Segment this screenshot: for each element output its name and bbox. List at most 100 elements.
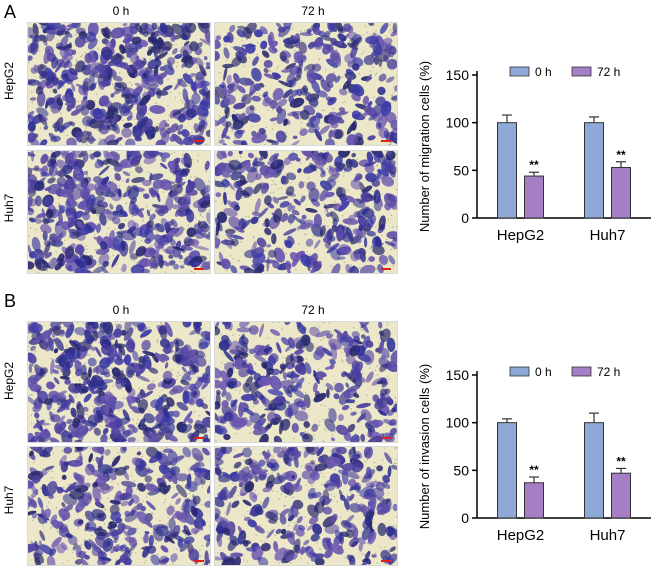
pore-dot [346, 34, 348, 36]
pore-dot [149, 245, 151, 248]
cell-blob [344, 372, 356, 384]
cell-blob [95, 346, 102, 358]
cell-blob [190, 356, 197, 363]
pore-dot [366, 221, 369, 224]
pore-dot [391, 226, 394, 228]
pore-dot [118, 368, 120, 371]
pore-dot [382, 108, 384, 110]
cell-blob [206, 211, 210, 225]
pore-dot [331, 157, 333, 159]
pore-dot [359, 370, 361, 373]
cell-blob [341, 404, 350, 411]
pore-dot [203, 106, 205, 108]
pore-dot [134, 211, 136, 213]
pore-dot [31, 364, 34, 366]
pore-dot [352, 219, 354, 221]
pore-dot [215, 382, 216, 385]
pore-dot [256, 389, 259, 391]
cell-blob [149, 173, 164, 181]
pore-dot [202, 261, 205, 263]
cell-blob [248, 89, 257, 96]
cell-blob [101, 266, 111, 273]
cell-blob [101, 158, 112, 165]
pore-dot [198, 426, 200, 429]
pore-dot [68, 483, 70, 486]
pore-dot [329, 32, 332, 34]
cell-blob [313, 262, 320, 269]
cell-blob [205, 98, 210, 104]
pore-dot [361, 254, 363, 256]
pore-dot [372, 190, 374, 193]
pore-dot [119, 49, 122, 52]
cell-blob [193, 245, 210, 251]
pore-dot [40, 267, 43, 270]
cell-blob [43, 336, 53, 352]
pore-dot [208, 210, 210, 212]
pore-dot [370, 208, 372, 211]
pore-dot [327, 423, 329, 425]
pore-dot [323, 462, 326, 465]
pore-dot [294, 558, 296, 560]
pore-dot [303, 106, 305, 108]
cell-blob [322, 237, 329, 243]
pore-dot [357, 48, 359, 50]
pore-dot [361, 204, 363, 206]
cell-blob [355, 237, 362, 244]
pore-dot [102, 418, 105, 420]
pore-dot [152, 203, 154, 205]
pore-dot [56, 358, 58, 360]
cell-blob [356, 206, 370, 218]
pore-dot [172, 355, 174, 357]
pore-dot [174, 388, 177, 390]
pore-dot [373, 396, 375, 398]
cell-blob [111, 254, 120, 268]
cell-blob [314, 557, 325, 565]
pore-dot [292, 496, 294, 498]
cell-blob [386, 76, 395, 83]
pore-dot [290, 514, 292, 516]
pore-dot [282, 505, 285, 507]
pore-dot [253, 413, 255, 416]
pore-dot [369, 34, 371, 36]
pore-dot [306, 419, 309, 421]
cell-blob [37, 177, 46, 185]
pore-dot [184, 534, 187, 536]
pore-dot [276, 68, 278, 70]
bar [611, 166, 631, 219]
pore-dot [341, 347, 343, 349]
cell-blob [280, 175, 287, 185]
pore-dot [368, 471, 370, 473]
pore-dot [303, 170, 305, 172]
cell-blob [78, 178, 89, 191]
pore-dot [238, 260, 241, 262]
pore-dot [148, 549, 151, 552]
cell-blob [223, 350, 234, 363]
cell-blob [69, 490, 85, 500]
pore-dot [78, 36, 80, 38]
cell-blob [117, 436, 125, 442]
pore-dot [196, 477, 198, 480]
pore-dot [114, 163, 116, 165]
cell-blob [366, 217, 374, 229]
pore-dot [222, 170, 224, 172]
pore-dot [312, 111, 315, 113]
cell-blob [121, 525, 133, 530]
pore-dot [101, 363, 103, 366]
cell-blob [272, 196, 280, 204]
pore-dot [127, 42, 129, 45]
pore-dot [145, 469, 147, 471]
pore-dot [251, 84, 253, 86]
bar [584, 122, 604, 219]
cell-blob [266, 529, 275, 539]
pore-dot [368, 497, 370, 499]
cell-blob [299, 32, 313, 37]
pore-dot [366, 459, 368, 461]
cell-blob [392, 503, 397, 512]
cell-blob [351, 110, 361, 119]
pore-dot [329, 170, 332, 173]
pore-dot [138, 387, 140, 390]
pore-dot [201, 504, 203, 506]
pore-dot [293, 390, 295, 393]
cell-blob [205, 129, 210, 138]
pore-dot [104, 509, 106, 511]
